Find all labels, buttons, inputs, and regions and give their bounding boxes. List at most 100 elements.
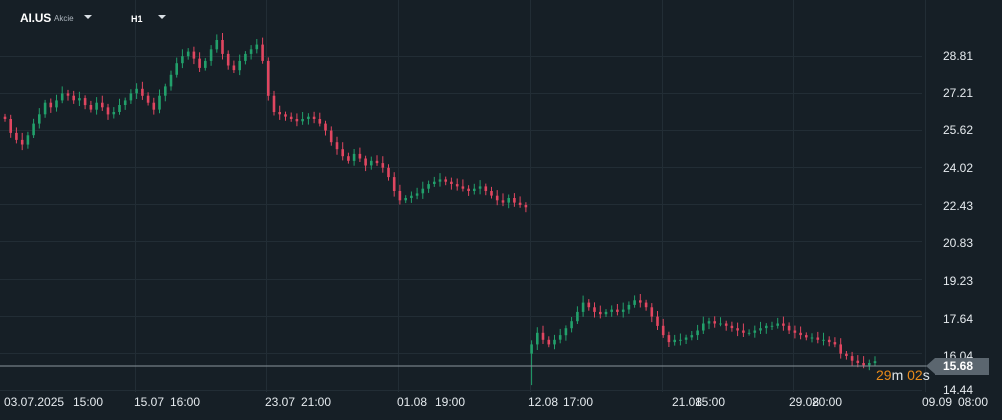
candle-body [833,342,837,345]
candle-body [175,63,178,75]
candles [3,33,877,386]
candle-body [26,135,30,145]
candle-body [467,188,470,191]
time-tick-label: 03.07.2025 [4,395,65,409]
candle-body [862,363,865,366]
time-tick-label: 12.08 [528,395,559,409]
candle-body [381,163,385,168]
candle-body [501,200,505,203]
candle-body [204,60,207,68]
candle-body [32,123,35,136]
candle-body [152,102,156,110]
candle-body [621,309,625,312]
chart-toolbar: AI.US Akcie H1 [0,0,300,34]
candle-body [335,142,339,150]
candle-body [461,186,465,189]
price-tick-label: 28.81 [942,49,973,63]
time-tick-label: 21:00 [301,395,332,409]
candle-body [650,307,654,317]
candle-body [736,328,739,331]
candle-body [616,309,619,312]
candle-body [576,311,579,322]
candle-body [141,88,144,96]
candle-body [490,191,493,196]
candle-body [370,160,373,166]
chart-grid [0,0,926,392]
candle-body [312,116,316,119]
candle-body [868,363,871,366]
price-tick-label: 19.23 [942,274,973,288]
candle-body [43,102,47,115]
candle-body [421,188,425,194]
candle-body [667,335,671,343]
candle-body [209,49,213,61]
candle-body [15,132,18,140]
candle-body [793,330,797,333]
candle-body [673,339,676,343]
candle-body [146,95,150,103]
candle-body [478,186,482,189]
timeframe-dropdown-icon[interactable] [158,15,166,19]
candle-body [776,323,779,326]
countdown-seconds-unit: s [922,367,930,383]
candle-body [513,198,516,203]
time-tick-label: 09.09 [922,395,953,409]
candle-body [639,300,642,303]
candle-body [507,198,510,203]
candle-body [599,311,602,315]
symbol-type: Akcie [54,14,74,23]
candle-body [387,167,390,178]
candle-body [587,302,591,308]
candle-body [249,49,253,54]
countdown-seconds: 02 [907,367,923,383]
candle-body [38,114,41,124]
timeframe-selector[interactable]: H1 [131,14,143,24]
candle-body [473,188,476,191]
candle-body [415,193,419,196]
candle-body [787,325,791,331]
candle-body [278,112,281,115]
candle-body [627,304,631,310]
candle-body [547,339,551,345]
candle-body [398,191,402,201]
symbol-dropdown-icon[interactable] [84,15,92,19]
candle-body [581,302,585,312]
candle-body [404,198,407,201]
candle-body [181,56,184,64]
candle-body [553,339,556,345]
candle-body [347,156,350,161]
candle-body [123,100,127,105]
candle-body [610,309,613,312]
time-tick-label: 23.07 [265,395,296,409]
candle-body [799,332,802,336]
candle-body [495,195,499,201]
candle-body [101,102,104,108]
candle-body [301,119,304,122]
candle-body [169,74,173,87]
price-tick-label: 14.44 [942,383,973,397]
candle-body [690,335,694,338]
price-tick-label: 20.83 [942,236,973,250]
candle-body [329,130,333,143]
candle-body [455,184,459,187]
candle-body [295,119,299,122]
candle-body [318,119,322,124]
candle-body [198,58,201,68]
candle-body [530,344,533,354]
candle-body [696,330,699,336]
candle-body [518,202,522,205]
candle-body [89,105,93,110]
candle-body [358,153,362,159]
candle-body [633,300,636,305]
time-tick-label: 15:00 [73,395,104,409]
candle-body [118,105,121,112]
symbol-name[interactable]: AI.US [20,11,52,25]
time-tick-label: 01.08 [397,395,428,409]
candle-body [106,107,110,115]
candle-body [244,53,247,61]
candle-body [284,114,287,117]
last-price-tag: 15.68 [926,358,989,375]
candle-body [232,65,236,71]
candle-body [742,330,745,333]
